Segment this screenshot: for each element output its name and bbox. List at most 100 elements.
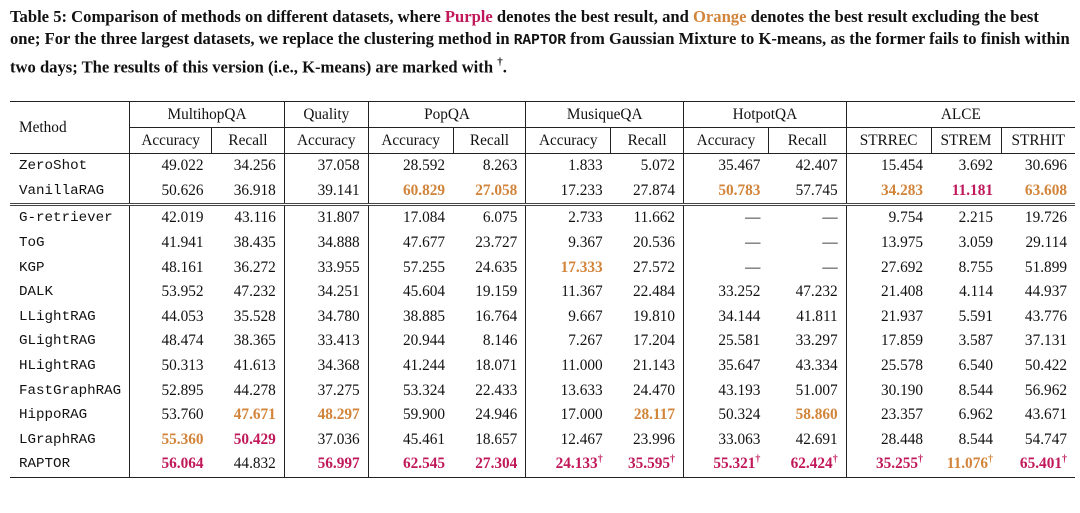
value-cell: 33.955 <box>283 255 369 280</box>
table-row: RAPTOR 56.064 44.832 56.997 62.545 27.304 24.1… <box>10 452 1075 478</box>
table-row: FastGraphRAG 52.895 44.278 37.275 53.324 22.4… <box>10 378 1075 403</box>
cell-value: 20.536 <box>632 234 676 252</box>
value-cell: 48.474 <box>129 329 212 354</box>
value-cell: 22.484 <box>611 280 684 305</box>
value-cell: 50.429 <box>212 428 285 453</box>
cell-value: 11.367 <box>561 283 603 301</box>
cell-value: 53.760 <box>161 406 204 424</box>
dagger-mark: † <box>988 454 993 466</box>
cell-value: 25.581 <box>718 332 761 350</box>
value-cell: 47.232 <box>768 280 846 305</box>
value-cell: 50.626 <box>129 178 212 205</box>
cell-value: 42.019 <box>161 209 204 227</box>
cell-value: 23.357 <box>880 406 924 424</box>
value-cell: 41.613 <box>212 354 285 379</box>
cell-value: 47.671 <box>233 406 276 424</box>
cell-value: 56.997 <box>317 455 360 473</box>
cell-value: 6.962 <box>958 406 993 424</box>
cell-value: 31.807 <box>317 209 360 227</box>
results-table: Method MultihopQA Quality PopQA MusiqueQ… <box>10 101 1075 478</box>
cell-value: 43.193 <box>718 381 761 399</box>
dagger-mark: † <box>918 454 924 466</box>
subheader: Recall <box>452 127 526 154</box>
cell-value: 17.333 <box>560 258 603 276</box>
cell-value: 19.810 <box>632 307 676 325</box>
value-cell: 23.727 <box>453 231 526 256</box>
cell-value: 33.955 <box>317 258 360 276</box>
value-cell: 6.075 <box>453 203 526 231</box>
subheader: Accuracy <box>283 127 369 154</box>
cell-value: 41.244 <box>402 357 446 375</box>
value-cell: 38.365 <box>212 329 285 354</box>
cell-value: 44.278 <box>233 381 276 399</box>
value-cell: 42.019 <box>129 203 212 231</box>
cell-value: 34.144 <box>718 307 761 325</box>
value-cell: 33.413 <box>283 329 369 354</box>
group-header-musiqueqa: MusiqueQA <box>525 101 684 128</box>
method-name: KGP <box>19 259 45 276</box>
cell-value: 47.677 <box>402 234 446 252</box>
value-cell: — <box>768 231 846 256</box>
method-name: FastGraphRAG <box>19 382 122 399</box>
value-cell: 43.193 <box>683 378 769 403</box>
cell-value: 24.946 <box>475 406 518 424</box>
cell-value: 6.540 <box>958 357 993 375</box>
value-cell: 2.215 <box>931 203 1001 231</box>
cell-value: 3.587 <box>958 332 993 350</box>
value-cell: 17.084 <box>367 203 454 231</box>
value-cell: 48.297 <box>283 402 369 428</box>
cell-value: 17.859 <box>880 332 924 350</box>
cell-value: 21.143 <box>632 357 676 375</box>
cell-value: 27.572 <box>632 258 676 276</box>
cell-value: 36.918 <box>233 181 276 199</box>
cell-value: — <box>745 209 761 227</box>
value-cell: 3.692 <box>931 152 1001 179</box>
value-cell: 34.368 <box>283 353 369 379</box>
value-cell: 18.071 <box>453 354 526 379</box>
value-cell: 17.204 <box>611 329 684 354</box>
value-cell: 47.671 <box>212 403 285 428</box>
value-cell: 44.937 <box>1001 280 1075 305</box>
cell-value: 37.058 <box>317 157 360 175</box>
cell-value: 18.657 <box>475 430 518 448</box>
value-cell: 44.053 <box>129 304 212 330</box>
cell-value: 2.733 <box>568 209 603 227</box>
value-cell: 38.885 <box>367 304 454 330</box>
value-cell: 43.776 <box>1001 305 1075 330</box>
value-cell: 54.747 <box>1001 428 1075 453</box>
table-row: ToG 41.941 38.435 34.888 47.677 23.727 9.367 20… <box>10 230 1075 256</box>
cell-value: 43.776 <box>1024 307 1067 325</box>
value-cell: 27.304 <box>453 452 526 478</box>
value-cell: 11.662 <box>610 203 684 231</box>
cell-value: 27.058 <box>475 181 518 199</box>
value-cell: — <box>768 255 846 280</box>
cell-value: 36.272 <box>233 258 276 276</box>
cell-value: 60.829 <box>402 181 446 199</box>
value-cell: 25.581 <box>683 329 769 354</box>
value-cell: 20.944 <box>367 329 454 354</box>
cell-value: 33.413 <box>317 332 360 350</box>
value-cell: 5.591 <box>931 305 1001 330</box>
cell-value: 29.114 <box>1025 234 1068 252</box>
value-cell: 34.256 <box>211 152 285 179</box>
table-caption: Table 5: Comparison of methods on differ… <box>10 6 1072 79</box>
cell-value: 34.780 <box>317 307 360 325</box>
value-cell: 36.272 <box>212 255 285 280</box>
cell-value: 9.367 <box>568 234 603 252</box>
cell-value: 11.000 <box>561 357 603 375</box>
cell-value: 47.232 <box>795 283 838 301</box>
cell-value: 37.275 <box>317 381 360 399</box>
cell-value: 38.365 <box>233 332 276 350</box>
value-cell: 53.952 <box>129 279 212 305</box>
value-cell: 9.667 <box>525 304 611 330</box>
subheader: Accuracy <box>129 127 212 154</box>
cell-value: 44.937 <box>1024 283 1067 301</box>
cell-value: 24.635 <box>475 258 518 276</box>
cell-value: 41.811 <box>796 307 838 325</box>
value-cell: 19.159 <box>453 280 526 305</box>
value-cell: 17.000 <box>525 402 611 428</box>
value-cell: 19.810 <box>611 305 684 330</box>
value-cell: 45.461 <box>367 427 454 453</box>
cell-value: 42.407 <box>795 157 838 175</box>
value-cell: 8.544 <box>931 428 1001 453</box>
